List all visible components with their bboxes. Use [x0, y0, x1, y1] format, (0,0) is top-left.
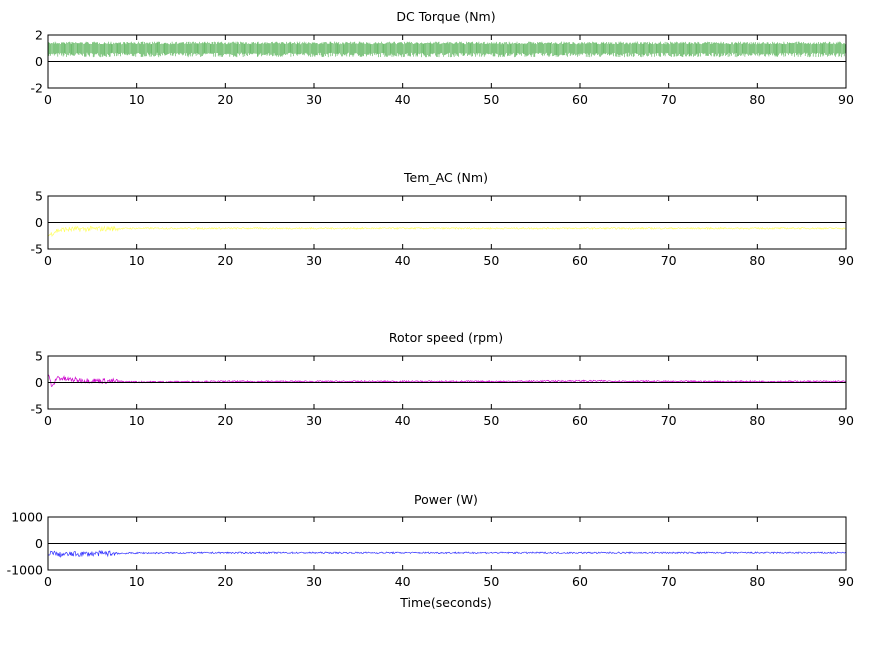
- power-title: Power (W): [414, 492, 478, 507]
- rotor-speed-xtick-label-7: 70: [661, 413, 677, 428]
- rotor-speed-xtick-label-1: 10: [129, 413, 145, 428]
- tem-ac-xtick-label-8: 80: [749, 253, 765, 268]
- power-xtick-label-8: 80: [749, 574, 765, 589]
- dc-torque-xtick-label-6: 60: [572, 92, 588, 107]
- tem-ac-ytick-label-1: 0: [35, 215, 43, 230]
- tem-ac-xtick-label-5: 50: [483, 253, 499, 268]
- tem-ac-series-0: [47, 225, 847, 238]
- rotor-speed-xtick-label-4: 40: [395, 413, 411, 428]
- rotor-speed-xtick-label-8: 80: [749, 413, 765, 428]
- rotor-speed-ytick-label-2: -5: [31, 402, 43, 417]
- tem-ac-plot-area: [47, 225, 847, 238]
- dc-torque-ytick-label-0: 2: [35, 28, 43, 43]
- rotor-speed-ytick-label-0: 5: [35, 349, 43, 364]
- subplot-rotor-speed: Rotor speed (rpm) 0 10 20 30 40 50 60 70 80 9050-…: [31, 330, 854, 428]
- dc-torque-xtick-label-2: 20: [217, 92, 233, 107]
- power-xlabel: Time(seconds): [399, 595, 491, 610]
- tem-ac-ytick-label-2: -5: [31, 242, 43, 257]
- power-xtick-label-4: 40: [395, 574, 411, 589]
- dc-torque-xtick-label-1: 10: [129, 92, 145, 107]
- tem-ac-xtick-label-1: 10: [129, 253, 145, 268]
- dc-torque-xtick-label-0: 0: [44, 92, 52, 107]
- power-xtick-label-0: 0: [44, 574, 52, 589]
- tem-ac-xtick-label-0: 0: [44, 253, 52, 268]
- dc-torque-xtick-label-4: 40: [395, 92, 411, 107]
- power-plot-area: [47, 549, 847, 558]
- tem-ac-title: Tem_AC (Nm): [403, 170, 488, 185]
- power-xtick-label-3: 30: [306, 574, 322, 589]
- subplot-power: Power (W) Time(seconds) 0 10 20 30 40 50 60 70 8…: [7, 492, 854, 610]
- power-series-0: [47, 549, 847, 558]
- dc-torque-ytick-label-2: -2: [31, 81, 43, 96]
- tem-ac-ytick-label-0: 5: [35, 189, 43, 204]
- power-xtick-label-5: 50: [483, 574, 499, 589]
- tem-ac-xtick-label-3: 30: [306, 253, 322, 268]
- rotor-speed-xtick-label-5: 50: [483, 413, 499, 428]
- power-xtick-label-2: 20: [217, 574, 233, 589]
- dc-torque-xtick-label-8: 80: [749, 92, 765, 107]
- dc-torque-xtick-label-7: 70: [661, 92, 677, 107]
- dc-torque-xtick-label-5: 50: [483, 92, 499, 107]
- rotor-speed-xtick-label-6: 60: [572, 413, 588, 428]
- rotor-speed-xtick-label-9: 90: [838, 413, 854, 428]
- rotor-speed-ytick-label-1: 0: [35, 375, 43, 390]
- tem-ac-xtick-label-4: 40: [395, 253, 411, 268]
- tem-ac-xtick-label-2: 20: [217, 253, 233, 268]
- dc-torque-title: DC Torque (Nm): [396, 9, 495, 24]
- tem-ac-xtick-label-7: 70: [661, 253, 677, 268]
- power-xtick-label-7: 70: [661, 574, 677, 589]
- dc-torque-xtick-label-9: 90: [838, 92, 854, 107]
- dc-torque-ytick-label-1: 0: [35, 54, 43, 69]
- rotor-speed-xtick-label-0: 0: [44, 413, 52, 428]
- tem-ac-xtick-label-9: 90: [838, 253, 854, 268]
- power-ytick-label-0: 1000: [11, 510, 43, 525]
- power-ytick-label-1: 0: [35, 536, 43, 551]
- tem-ac-xtick-label-6: 60: [572, 253, 588, 268]
- power-xtick-label-6: 60: [572, 574, 588, 589]
- power-xtick-label-1: 10: [129, 574, 145, 589]
- rotor-speed-xtick-label-2: 20: [217, 413, 233, 428]
- power-ytick-label-2: -1000: [7, 563, 43, 578]
- power-xtick-label-9: 90: [838, 574, 854, 589]
- rotor-speed-title: Rotor speed (rpm): [389, 330, 503, 345]
- dc-torque-xtick-label-3: 30: [306, 92, 322, 107]
- rotor-speed-xtick-label-3: 30: [306, 413, 322, 428]
